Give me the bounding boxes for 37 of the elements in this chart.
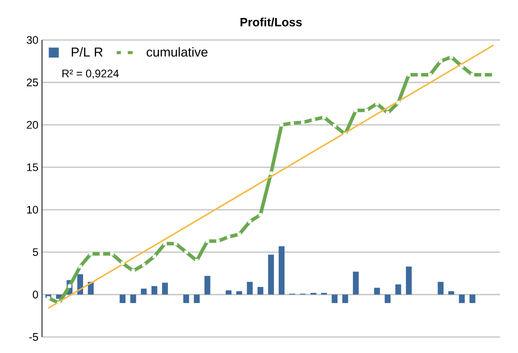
y-tick-label: 25 xyxy=(26,78,38,86)
bar xyxy=(448,291,454,295)
chart-title: Profit/Loss xyxy=(240,18,302,26)
bar xyxy=(332,294,338,304)
bar xyxy=(257,286,264,295)
y-tick-label: 5 xyxy=(32,248,38,256)
legend-label: P/L R xyxy=(72,47,103,57)
bar xyxy=(278,246,285,295)
bar xyxy=(162,282,168,295)
y-tick-label: 0 xyxy=(32,290,38,298)
bar xyxy=(438,282,444,295)
bar xyxy=(352,272,359,295)
bar xyxy=(140,288,147,295)
bar xyxy=(384,294,391,304)
bar xyxy=(458,294,465,304)
bar xyxy=(130,294,136,304)
bar xyxy=(183,294,190,304)
bar xyxy=(374,288,380,295)
y-tick-label: -5 xyxy=(29,333,38,341)
y-tick-label: 10 xyxy=(27,206,38,214)
y-tick-label: 20 xyxy=(26,120,38,129)
legend-label: cumulative xyxy=(146,47,208,57)
bar xyxy=(406,266,412,295)
bar xyxy=(226,290,232,295)
bar xyxy=(268,254,274,295)
bar xyxy=(204,276,210,295)
annotation: R² = 0,9224 xyxy=(62,70,119,79)
y-tick-label: 30 xyxy=(26,36,38,44)
bar xyxy=(246,282,253,295)
bar xyxy=(120,294,126,304)
bar xyxy=(342,294,348,304)
bar xyxy=(236,291,242,295)
bar xyxy=(470,294,476,304)
bar xyxy=(194,294,200,304)
bar xyxy=(395,284,402,295)
bar xyxy=(151,286,158,295)
y-tick-label: 15 xyxy=(27,163,38,172)
